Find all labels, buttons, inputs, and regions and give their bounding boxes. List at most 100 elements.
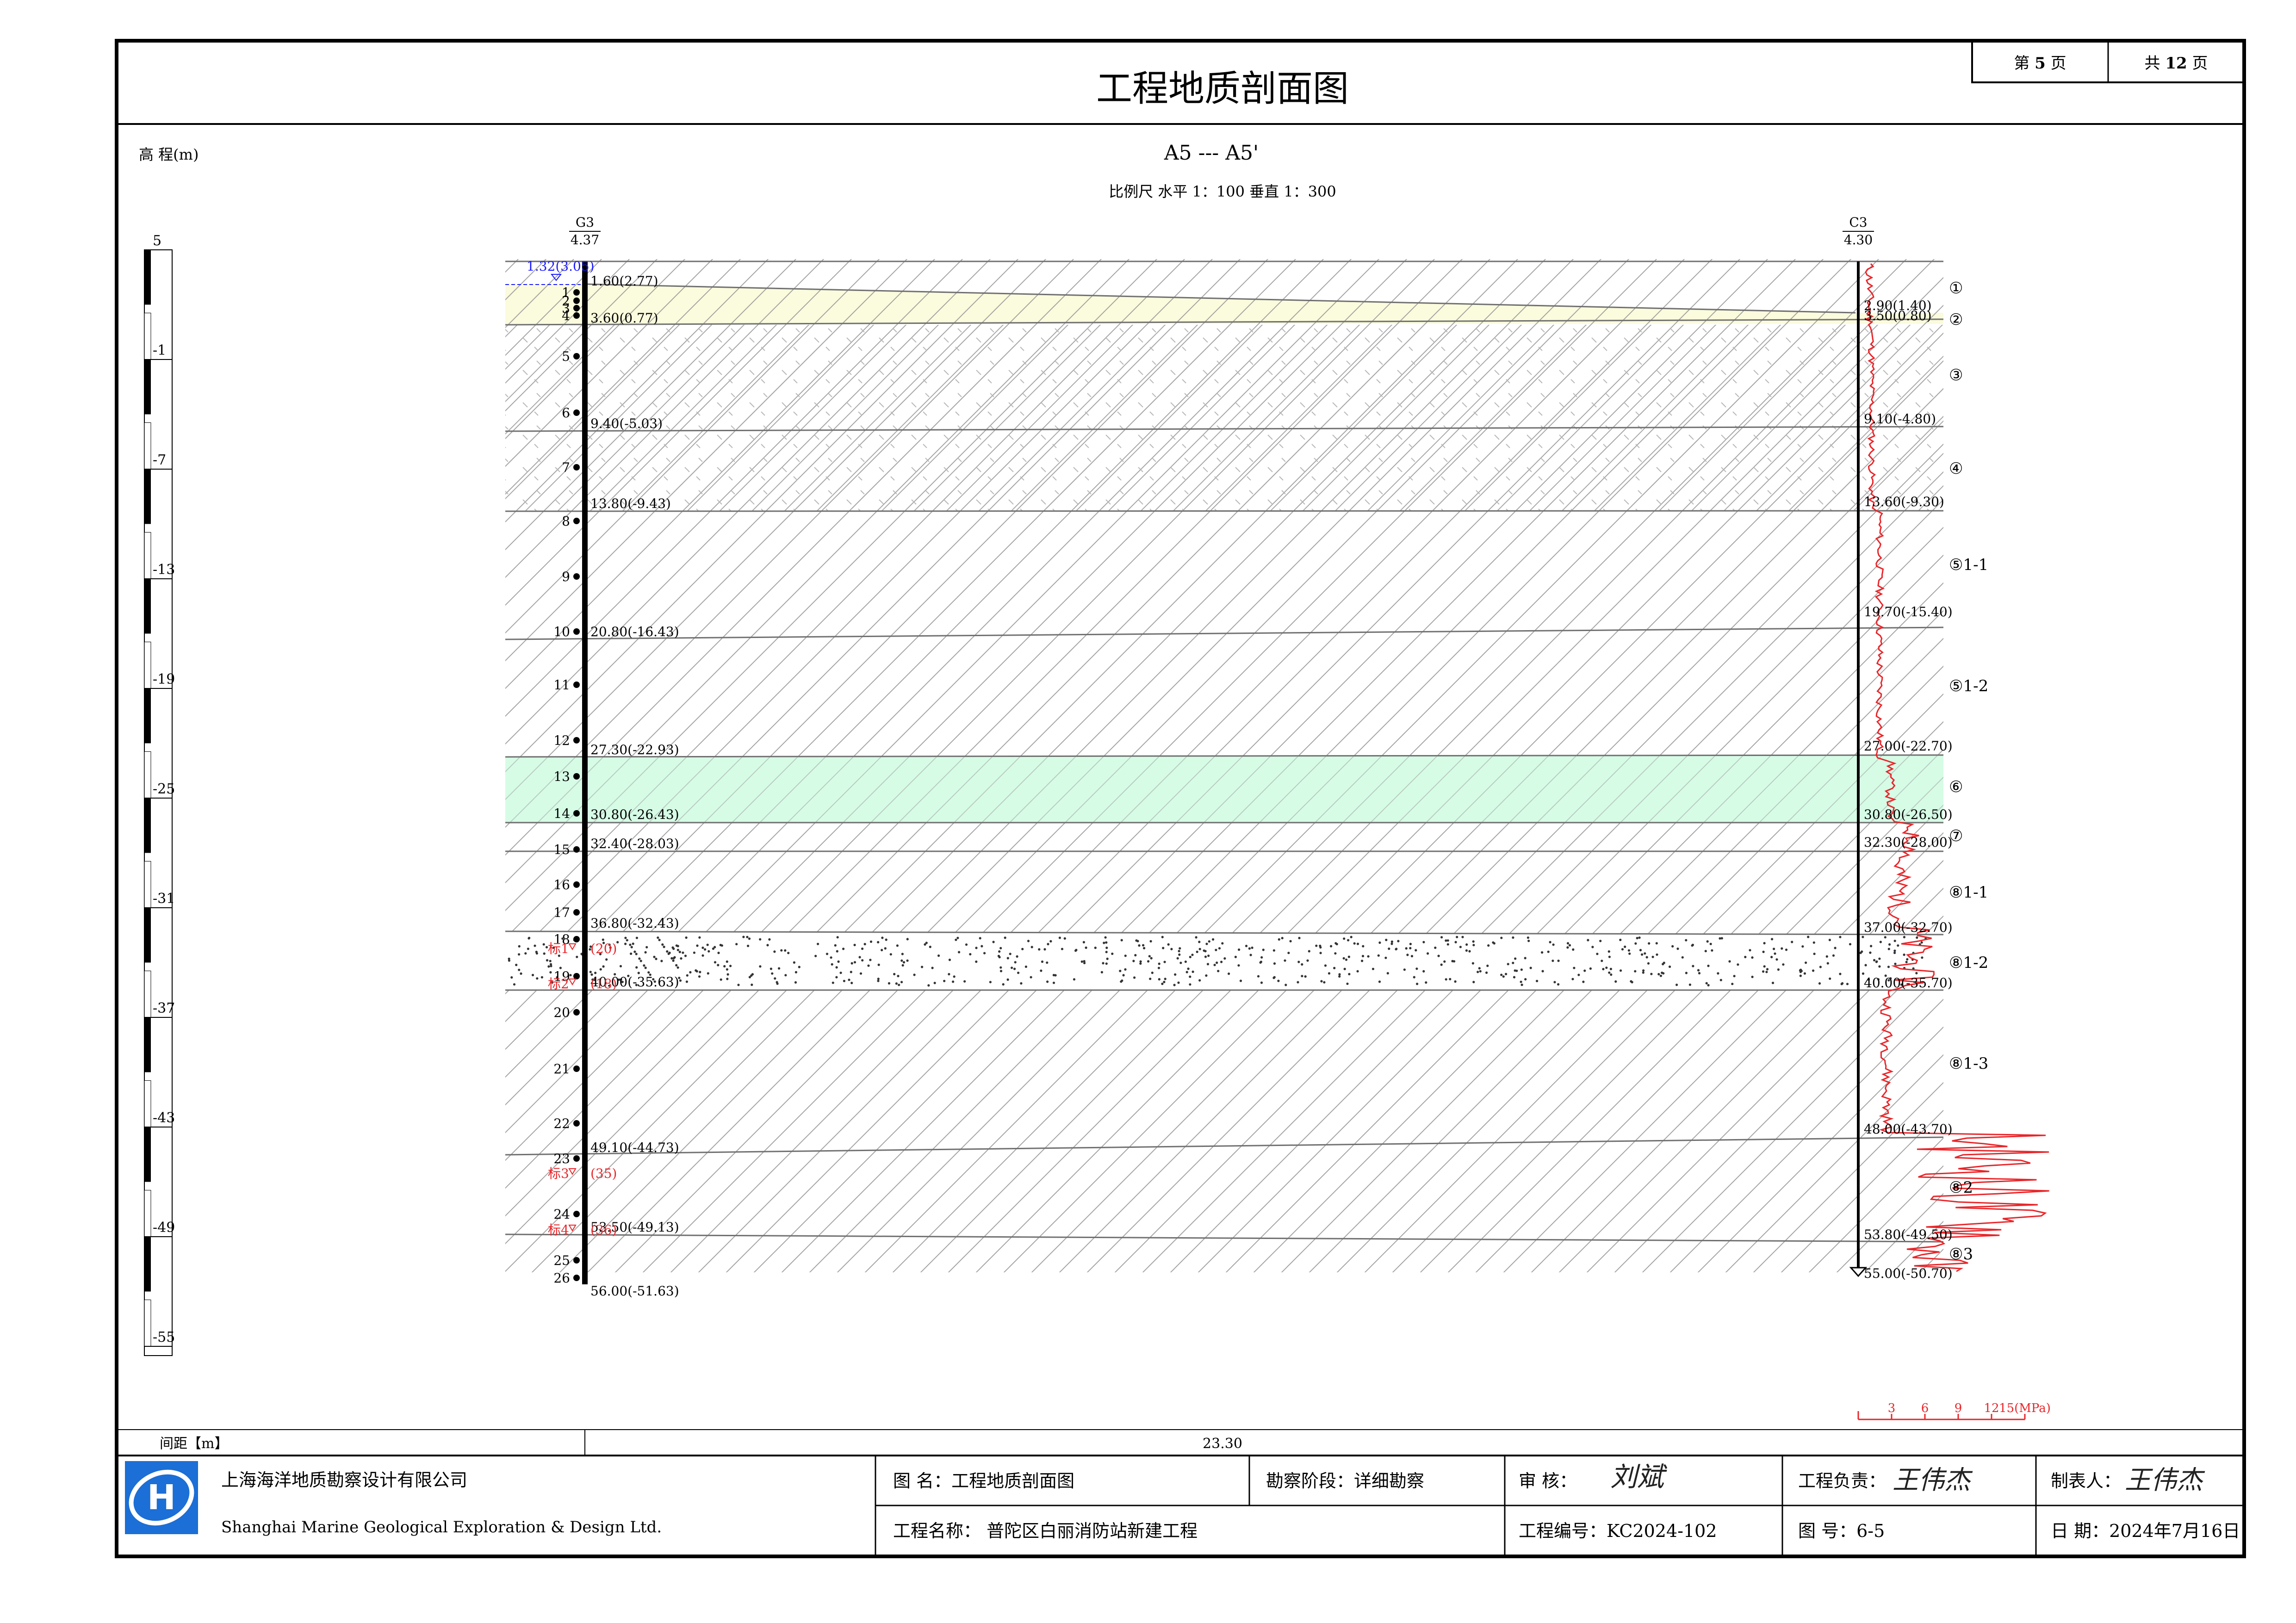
borehole-C3-elevation: 4.30 (1844, 232, 1873, 248)
elevation-axis-title: 高 程(m) (139, 146, 199, 163)
sample-point (573, 1211, 580, 1217)
sample-point (573, 773, 580, 780)
c3-layer-depth: 55.00(-50.70) (1864, 1266, 1953, 1281)
stratum-number: ⑧1-3 (1949, 1054, 1988, 1073)
stratum-number: ⑧1-1 (1949, 883, 1988, 902)
c3-layer-depth: 3.50(0.80) (1864, 308, 1932, 323)
sample-point (573, 573, 580, 580)
stratum-number: ⑧3 (1949, 1245, 1973, 1264)
drawing-date: 日 期：2024年7月16日 (2051, 1521, 2240, 1541)
elevation-tick-label: -13 (153, 562, 175, 578)
c3-layer-depth: 30.80(-26.50) (1864, 807, 1953, 822)
g3-layer-depth: 1.60(2.77) (590, 273, 658, 289)
g3-layer-depth: 30.80(-26.43) (590, 807, 679, 822)
stratum-number: ④ (1949, 459, 1963, 478)
cpt-axis-tick: 9 (1955, 1401, 1962, 1415)
scale-text: 比例尺 水平 1：100 垂直 1：300 (1109, 183, 1336, 200)
elevation-ruler: 5 -1 -7 -13 -19 -25 -31 -37 -43 -49 -55 (144, 233, 175, 1356)
c3-layer-depth: 19.70(-15.40) (1864, 604, 1953, 619)
g3-layer-depth: 3.60(0.77) (590, 310, 658, 326)
boundary-2-3 (505, 318, 1944, 326)
spt-label: 标3 (548, 1166, 569, 1181)
sheet-border (115, 39, 2246, 1558)
borehole-G3-id: G3 (576, 215, 594, 230)
reviewer-label: 审 核： (1519, 1471, 1577, 1491)
page-number: 第 5 页 (2014, 54, 2066, 73)
cpt-axis-tick: 15(MPa) (1999, 1401, 2051, 1415)
g3-layer-depth: 20.80(-16.43) (590, 624, 679, 639)
boundary-8-2-8-3 (505, 1233, 1944, 1243)
sample-point (573, 810, 580, 817)
stratum-number: ⑧1-2 (1949, 954, 1988, 972)
sample-point (573, 881, 580, 888)
elevation-tick-label: -25 (153, 781, 175, 797)
elevation-tick-label: -31 (153, 891, 175, 907)
sample-point (573, 312, 580, 319)
reviewer-signature: 刘斌 (1610, 1461, 1668, 1493)
c3-layer-depth: 32.30(-28.00) (1864, 835, 1953, 850)
c3-layer-depth: 40.00(-35.70) (1864, 975, 1953, 991)
section-name: A5 --- A5' (1164, 141, 1259, 165)
drawing-name: 图 名：工程地质剖面图 (893, 1471, 1074, 1491)
sample-point (573, 973, 580, 979)
water-level-marker (550, 274, 562, 281)
elevation-tick-label: -43 (153, 1110, 175, 1126)
borehole-G3-layer-labels: 1.60(2.77) 3.60(0.77) 9.40(-5.03) 13.80(-9.… (590, 273, 679, 1299)
project-lead-signature: 王伟杰 (1893, 1465, 1973, 1495)
cpt-axis-tick: 3 (1888, 1401, 1896, 1415)
stratum-number: ⑤1-2 (1949, 677, 1988, 695)
elevation-tick-label: 5 (153, 233, 161, 249)
water-level-label: 1.32(3.05) (527, 259, 595, 274)
sample-number: 16 (553, 877, 570, 892)
elevation-tick-label: -37 (153, 1000, 175, 1016)
spacing-label: 间距【m】 (160, 1436, 228, 1452)
spt-value: (20) (590, 941, 617, 956)
stratum-number: ⑤1-1 (1949, 556, 1988, 574)
cpt-resistance-curve (1864, 263, 2049, 1272)
sample-number: 26 (553, 1270, 570, 1286)
company-name-cn: 上海海洋地质勘察设计有限公司 (221, 1470, 467, 1490)
spt-label: 标2 (548, 976, 569, 991)
spt-label: 标4 (548, 1222, 569, 1238)
sample-point (573, 305, 580, 311)
boundary-1-2 (583, 283, 1856, 314)
stratum-3-4-hatch (505, 325, 1943, 511)
sample-point (573, 1275, 580, 1281)
sample-point (573, 518, 580, 524)
sample-point (573, 936, 580, 942)
drawing-number: 图 号：6-5 (1798, 1521, 1885, 1541)
borehole-C3-id: C3 (1849, 215, 1867, 230)
sample-point (573, 909, 580, 916)
spacing-row: 间距【m】 23.30 (117, 1429, 2244, 1456)
sample-point (573, 1120, 580, 1127)
c3-layer-depth: 2.90(1.40) (1864, 298, 1932, 313)
sample-point (573, 1009, 580, 1016)
elevation-tick-label: -7 (153, 452, 166, 468)
title-block (117, 1455, 2244, 1556)
sample-point (573, 289, 580, 296)
sample-number: 23 (553, 1151, 570, 1166)
g3-layer-depth: 53.50(-49.13) (590, 1220, 679, 1235)
sample-number: 12 (553, 733, 570, 748)
sample-point (573, 1065, 580, 1072)
borehole-G3-elevation: 4.37 (571, 232, 599, 248)
sample-number: 21 (553, 1061, 570, 1077)
project-name: 工程名称： 普陀区白丽消防站新建工程 (893, 1521, 1198, 1541)
sample-number: 3 (562, 301, 570, 316)
sample-point (573, 1155, 580, 1162)
sample-number: 6 (562, 405, 570, 421)
spt-value: (18) (590, 976, 617, 991)
sample-point (573, 297, 580, 304)
spt-value: (36) (590, 1222, 617, 1238)
survey-stage: 勘察阶段：详细勘察 (1266, 1471, 1424, 1491)
sample-number: 11 (553, 677, 570, 693)
strata-layers (505, 259, 1944, 1272)
page-counter-box (1971, 40, 2245, 83)
elevation-tick-label: -1 (153, 342, 166, 359)
strata-number-labels: ① ② ③ ④ ⑤1-1 ⑤1-2 ⑥ ⑦ ⑧1-1 ⑧1-2 ⑧1-3 ⑧2 ⑧3 (1949, 279, 1988, 1264)
cpt-axis: 3 6 9 12 15(MPa) (1857, 1401, 2051, 1420)
boundary-5-6 (505, 754, 1944, 758)
cpt-axis-tick: 12 (1984, 1401, 1999, 1415)
stratum-number: ⑧2 (1949, 1178, 1973, 1197)
cpt-axis-tick: 6 (1921, 1401, 1929, 1415)
